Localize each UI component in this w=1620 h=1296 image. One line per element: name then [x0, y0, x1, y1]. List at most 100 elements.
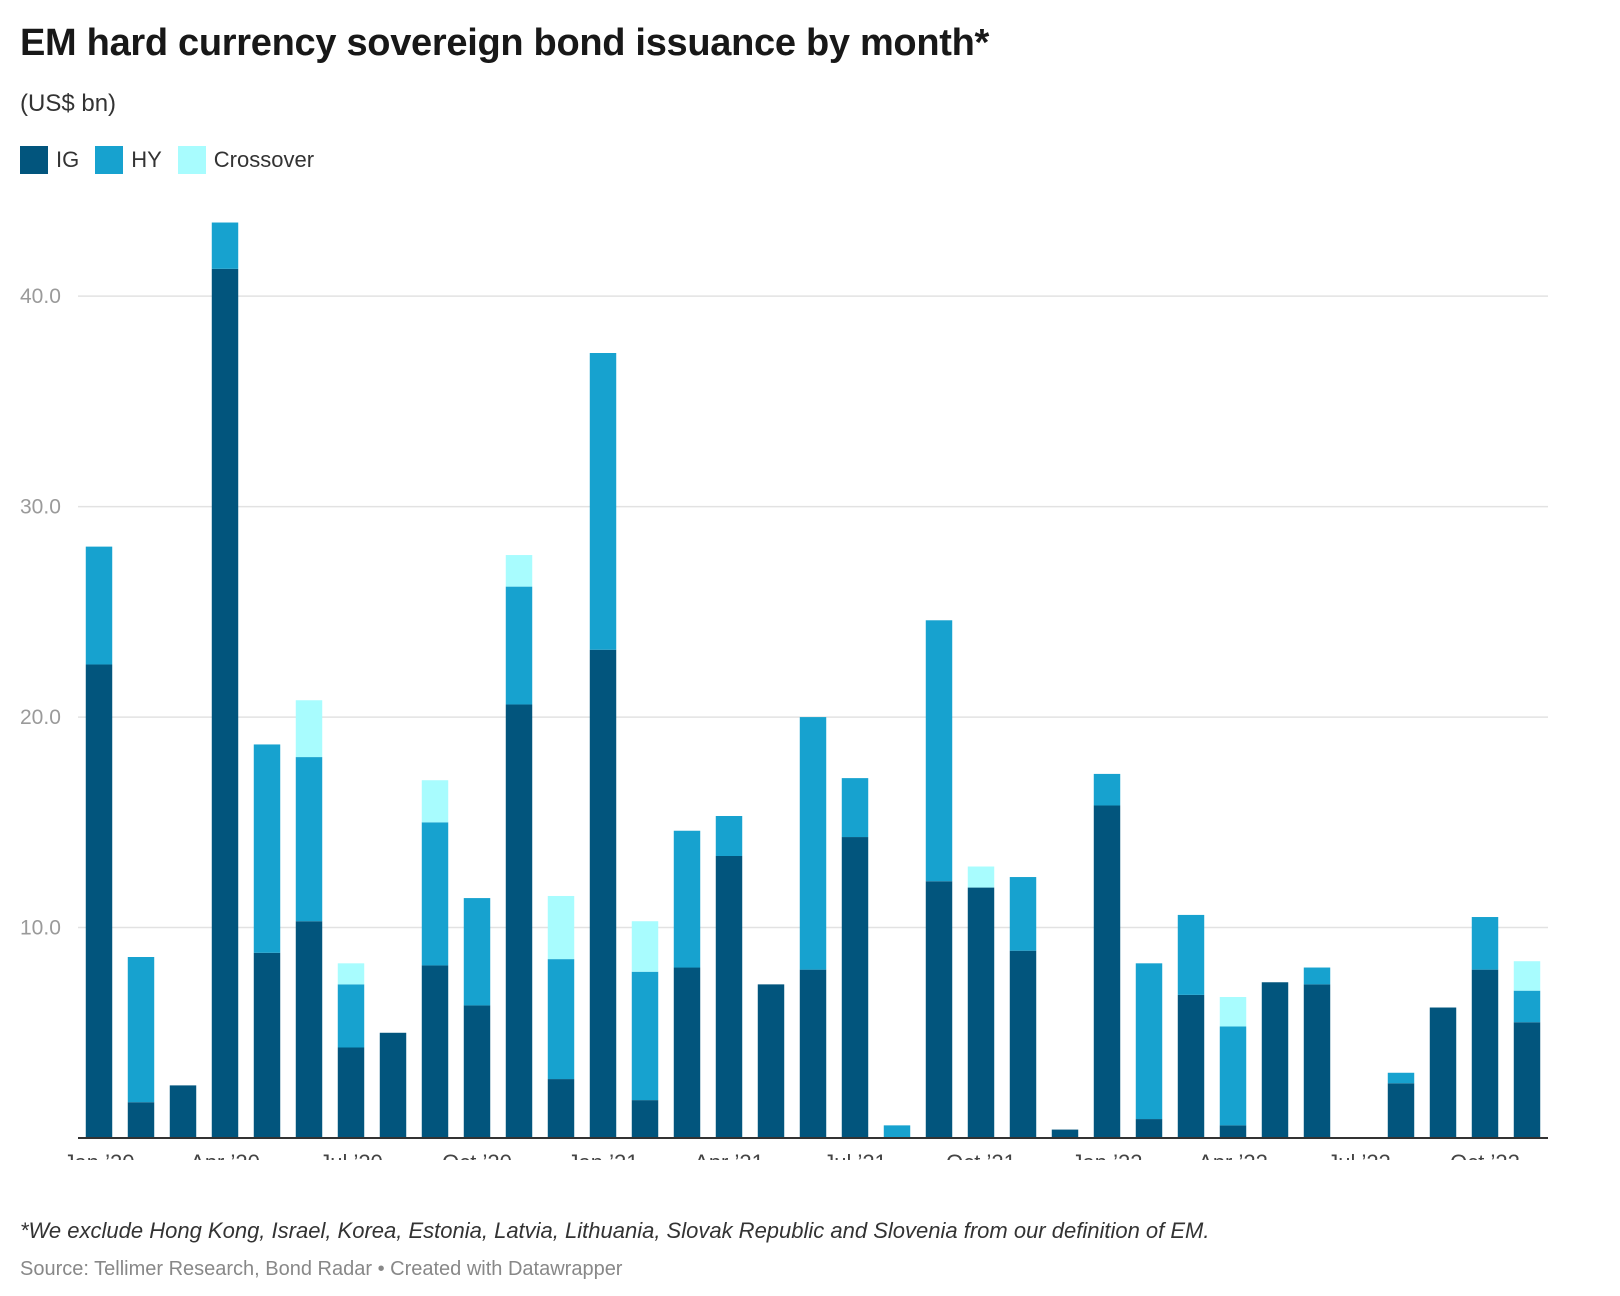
bar-ig-29 — [1303, 984, 1331, 1138]
legend-label-crossover: Crossover — [213, 147, 315, 172]
bar-ig-20 — [925, 881, 953, 1138]
bar-hy-25 — [1135, 963, 1163, 1120]
bar-hy-34 — [1513, 990, 1541, 1023]
bar-hy-0 — [85, 546, 113, 665]
bar-hy-29 — [1303, 967, 1331, 985]
bar-hy-20 — [925, 620, 953, 882]
bar-ig-24 — [1093, 805, 1121, 1138]
footnote: *We exclude Hong Kong, Israel, Korea, Es… — [20, 1218, 1210, 1243]
bar-chart: 10.0 20.0 30.0 40.0 Jan ’20 Apr ’20 Jul ’20 Oc… — [20, 222, 1548, 1160]
y-tick-label: 40.0 — [20, 285, 61, 308]
bar-hy-5 — [295, 757, 323, 922]
bar-hy-10 — [505, 586, 533, 705]
bar-crossover-6 — [337, 963, 365, 985]
chart-title: EM hard currency sovereign bond issuance… — [20, 22, 990, 64]
bar-hy-24 — [1093, 773, 1121, 806]
bar-crossover-11 — [547, 895, 575, 960]
bar-hy-3 — [211, 222, 239, 269]
bar-ig-0 — [85, 664, 113, 1138]
bar-hy-4 — [253, 744, 281, 953]
gridlines: 10.0 20.0 30.0 40.0 — [20, 285, 1548, 940]
bar-ig-7 — [379, 1032, 407, 1138]
legend-label-ig: IG — [56, 147, 80, 172]
bar-hy-22 — [1009, 877, 1037, 951]
chart-subtitle: (US$ bn) — [20, 90, 117, 117]
bar-crossover-13 — [631, 921, 659, 972]
bar-ig-4 — [253, 952, 281, 1138]
bar-hy-18 — [841, 778, 869, 838]
bar-ig-13 — [631, 1100, 659, 1138]
bar-hy-33 — [1471, 917, 1499, 970]
bar-crossover-8 — [421, 780, 449, 823]
bar-ig-18 — [841, 837, 869, 1138]
x-tick-label: Jan ’20 — [64, 1150, 135, 1160]
x-tick-label: Jul ’21 — [823, 1150, 887, 1160]
bar-ig-31 — [1387, 1083, 1415, 1138]
x-tick-label: Jan ’21 — [568, 1150, 639, 1160]
legend-label-hy: HY — [131, 147, 162, 172]
bar-ig-28 — [1261, 982, 1289, 1138]
bar-crossover-5 — [295, 700, 323, 758]
x-axis: Jan ’20 Apr ’20 Jul ’20 Oct ’20 Jan ’21 Apr ’… — [64, 1137, 1548, 1160]
bar-ig-15 — [715, 855, 743, 1138]
legend-item-ig: IG — [20, 146, 79, 174]
bar-hy-26 — [1177, 914, 1205, 995]
bar-ig-10 — [505, 704, 533, 1138]
bar-hy-27 — [1219, 1026, 1247, 1126]
bar-hy-12 — [589, 353, 617, 650]
x-tick-label: Jul ’22 — [1327, 1150, 1391, 1160]
legend-item-hy: HY — [95, 146, 162, 174]
bar-crossover-34 — [1513, 961, 1541, 991]
bar-ig-23 — [1051, 1129, 1079, 1138]
bar-hy-31 — [1387, 1072, 1415, 1084]
x-tick-label: Apr ’22 — [1198, 1150, 1268, 1160]
bar-hy-6 — [337, 984, 365, 1048]
legend-swatch-ig — [20, 146, 48, 174]
x-tick-label: Oct ’22 — [1450, 1150, 1520, 1160]
bar-ig-12 — [589, 649, 617, 1138]
bar-ig-5 — [295, 921, 323, 1138]
bar-ig-32 — [1429, 1007, 1457, 1138]
bar-ig-17 — [799, 969, 827, 1138]
bar-ig-11 — [547, 1079, 575, 1138]
bar-ig-33 — [1471, 969, 1499, 1138]
bar-hy-19 — [883, 1125, 911, 1138]
bar-ig-16 — [757, 984, 785, 1138]
legend-swatch-hy — [95, 146, 124, 174]
bar-hy-17 — [799, 717, 827, 970]
y-tick-label: 30.0 — [20, 496, 61, 519]
bar-hy-9 — [463, 898, 491, 1006]
bar-ig-21 — [967, 887, 995, 1138]
bar-ig-3 — [211, 268, 239, 1138]
bar-ig-26 — [1177, 994, 1205, 1138]
bars — [85, 222, 1541, 1138]
bar-ig-2 — [169, 1085, 197, 1138]
bar-ig-1 — [127, 1102, 155, 1138]
bar-ig-9 — [463, 1005, 491, 1138]
x-tick-label: Oct ’21 — [946, 1150, 1016, 1160]
x-tick-label: Oct ’20 — [442, 1150, 512, 1160]
source-credit: Source: Tellimer Research, Bond Radar • … — [20, 1258, 623, 1280]
bar-crossover-10 — [505, 555, 533, 587]
bar-hy-15 — [715, 816, 743, 856]
legend-item-crossover: Crossover — [177, 146, 315, 174]
y-tick-label: 10.0 — [20, 917, 61, 940]
bar-ig-14 — [673, 967, 701, 1138]
bar-hy-14 — [673, 830, 701, 968]
y-tick-label: 20.0 — [20, 706, 61, 729]
bar-ig-25 — [1135, 1119, 1163, 1138]
x-tick-label: Apr ’21 — [694, 1150, 764, 1160]
x-tick-label: Jan ’22 — [1072, 1150, 1143, 1160]
bar-ig-34 — [1513, 1022, 1541, 1138]
bar-hy-1 — [127, 957, 155, 1103]
bar-ig-22 — [1009, 950, 1037, 1138]
bar-hy-11 — [547, 959, 575, 1080]
bar-crossover-27 — [1219, 997, 1247, 1027]
legend-swatch-crossover — [177, 146, 206, 174]
bar-ig-6 — [337, 1047, 365, 1138]
legend: IG HY Crossover — [20, 146, 330, 174]
bar-ig-8 — [421, 965, 449, 1138]
bar-ig-27 — [1219, 1125, 1247, 1138]
x-tick-label: Jul ’20 — [319, 1150, 383, 1160]
bar-hy-13 — [631, 971, 659, 1101]
